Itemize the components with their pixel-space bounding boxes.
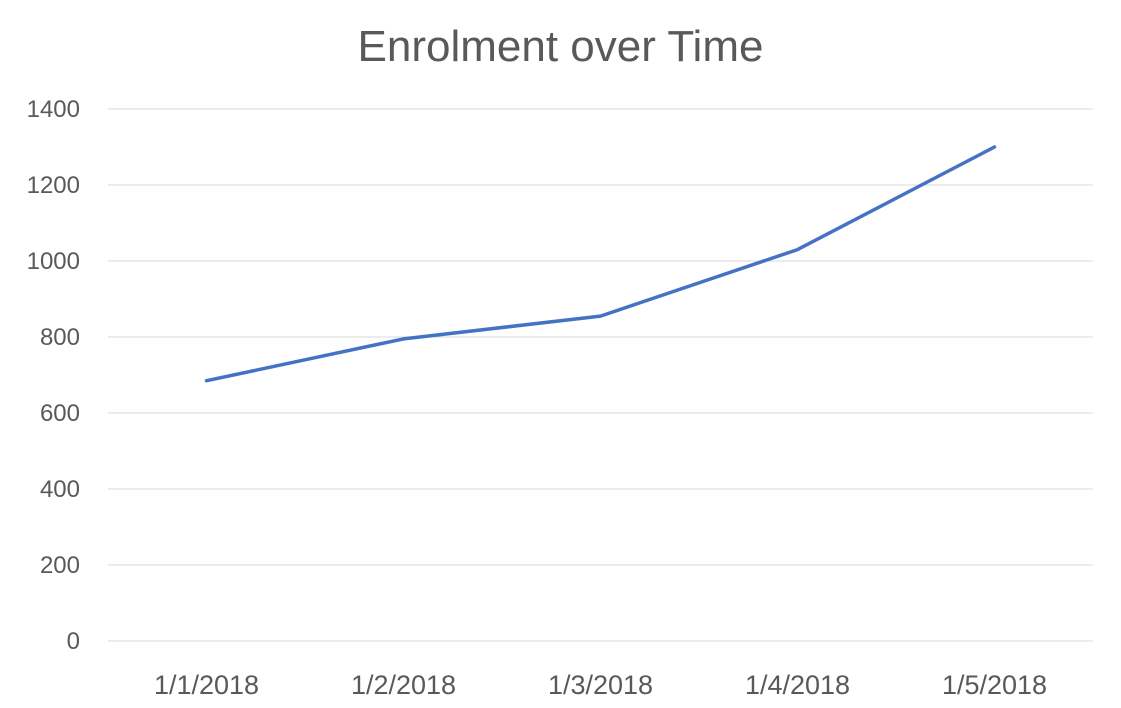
chart-title: Enrolment over Time xyxy=(357,22,764,71)
y-tick-label: 1000 xyxy=(27,248,80,275)
x-tick-label: 1/1/2018 xyxy=(154,670,259,700)
y-tick-label: 1400 xyxy=(27,96,80,123)
y-tick-label: 200 xyxy=(40,552,80,579)
y-tick-label: 400 xyxy=(40,476,80,503)
y-axis-ticks: 0 200 400 600 800 1000 1200 1400 xyxy=(27,96,80,655)
x-axis-ticks: 1/1/2018 1/2/2018 1/3/2018 1/4/2018 1/5/2018 xyxy=(154,670,1047,700)
gridlines xyxy=(108,108,1093,642)
x-tick-label: 1/3/2018 xyxy=(548,670,653,700)
series-layer xyxy=(204,145,997,383)
y-tick-label: 1200 xyxy=(27,172,80,199)
y-tick-label: 600 xyxy=(40,400,80,427)
x-tick-label: 1/2/2018 xyxy=(351,670,456,700)
x-tick-label: 1/4/2018 xyxy=(745,670,850,700)
y-tick-label: 800 xyxy=(40,324,80,351)
y-tick-label: 0 xyxy=(67,628,80,655)
series-line xyxy=(204,145,997,383)
x-tick-label: 1/5/2018 xyxy=(942,670,1047,700)
